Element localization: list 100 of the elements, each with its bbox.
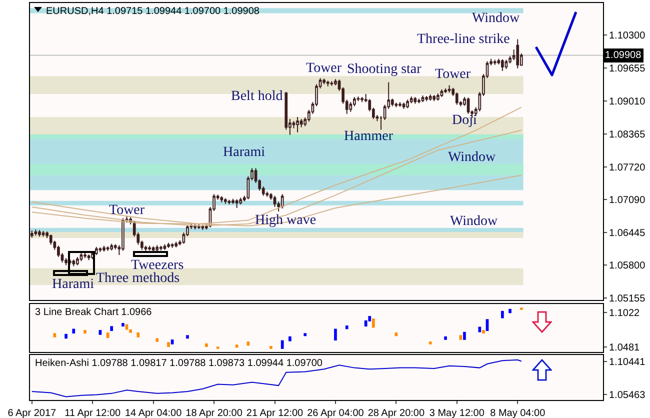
annotation: Three methods <box>96 271 180 286</box>
x-tick-label: 3 May 12:00 <box>429 408 485 418</box>
x-tick-label: 14 Apr 04:00 <box>124 408 182 418</box>
y-tick-label: 1.05155 <box>609 294 646 305</box>
candlestick <box>360 96 364 103</box>
candlestick <box>428 341 432 344</box>
candlestick <box>421 95 424 103</box>
candlestick <box>170 242 174 248</box>
candlestick <box>84 252 86 259</box>
candlestick <box>42 230 45 238</box>
candlestick <box>167 342 170 347</box>
candlestick <box>444 88 447 94</box>
candlestick <box>448 84 451 93</box>
candlestick <box>345 326 348 330</box>
candlestick <box>501 310 504 318</box>
candlestick <box>493 59 496 66</box>
candlestick <box>235 198 238 208</box>
candlestick <box>152 246 155 252</box>
candlestick <box>364 320 368 327</box>
annotation: Three-line strike <box>417 32 510 47</box>
y-tick-label: 1.09655 <box>609 64 646 75</box>
annotation: Tower <box>306 61 342 76</box>
y-tick-label: 1.08365 <box>609 130 646 141</box>
candlestick <box>106 246 110 252</box>
candlestick <box>122 322 124 327</box>
x-tick-label: 8 May 04:00 <box>490 408 546 418</box>
candlestick <box>288 336 292 342</box>
x-tick-label: 6 Apr 2017 <box>8 408 57 418</box>
candlestick <box>478 326 482 332</box>
candlestick <box>270 346 272 349</box>
candlestick <box>34 228 38 236</box>
candlestick <box>322 78 326 85</box>
candlestick <box>170 340 174 344</box>
annotation: Doji <box>452 113 477 128</box>
candlestick <box>110 243 114 251</box>
candlestick <box>372 318 375 328</box>
candlestick <box>159 245 162 251</box>
candlestick <box>406 99 409 109</box>
annotation: Harami <box>52 277 94 292</box>
candlestick <box>201 224 204 230</box>
candlestick <box>463 332 466 340</box>
y-tick-label: 1.0481 <box>609 342 640 354</box>
candlestick <box>440 88 444 98</box>
line-series <box>31 359 522 398</box>
candlestick <box>220 196 224 203</box>
candlestick <box>455 92 458 106</box>
annotation: Window <box>450 214 499 229</box>
candlestick <box>72 259 76 267</box>
candlestick <box>110 326 114 331</box>
candlestick <box>334 328 337 341</box>
candlestick <box>228 199 231 205</box>
candlestick <box>504 59 508 70</box>
candlestick <box>436 92 440 102</box>
candlestick <box>280 340 284 349</box>
candlestick <box>84 330 86 334</box>
candlestick <box>30 230 34 238</box>
candlestick <box>482 330 485 334</box>
candlestick <box>459 335 462 340</box>
candlestick <box>122 218 124 252</box>
candlestick <box>174 241 178 248</box>
chart-title: EURUSD,H4 1.09715 1.09944 1.09700 1.09908 <box>46 6 260 17</box>
candlestick <box>232 198 234 204</box>
y-tick-label: 1.05800 <box>609 260 646 272</box>
candlestick <box>304 333 307 336</box>
candlestick <box>98 330 102 335</box>
candlestick <box>156 244 159 252</box>
candlestick <box>330 80 334 86</box>
annotation: Tweezers <box>131 258 184 273</box>
x-tick-label: 26 Apr 04:00 <box>307 408 364 418</box>
chart-title: 3 Line Break Chart 1.0966 <box>35 307 152 318</box>
candlestick <box>235 344 238 348</box>
y-tick-label: 1.07090 <box>609 194 646 206</box>
x-tick-label: 21 Apr 12:00 <box>246 408 304 418</box>
x-tick-label: 18 Apr 20:00 <box>186 408 243 418</box>
candlestick <box>94 246 98 256</box>
y-tick-label: 1.07720 <box>609 162 646 174</box>
annotation: Shooting star <box>347 62 422 77</box>
candlestick <box>87 254 90 261</box>
y-tick-label: 1.1022 <box>609 308 640 319</box>
annotation: Tower <box>435 67 471 82</box>
candlestick <box>72 328 76 334</box>
x-tick-label: 28 Apr 20:00 <box>368 408 425 418</box>
candlestick <box>224 198 227 204</box>
candlestick <box>102 245 106 252</box>
ref-line-label: 1.09908 <box>605 50 642 61</box>
annotation: Window <box>472 11 521 26</box>
candlestick <box>444 336 447 340</box>
annotation: Belt hold <box>231 89 283 104</box>
candlestick <box>64 334 68 339</box>
chart-title: Heiken-Ashi 1.09788 1.09817 1.09788 1.09873 1.09944 1.09700 <box>35 358 323 369</box>
candlestick <box>501 58 504 72</box>
candlestick <box>38 229 41 238</box>
candlestick <box>402 102 406 110</box>
candlestick <box>398 102 402 108</box>
candlestick <box>296 116 299 133</box>
annotation: Harami <box>223 145 266 160</box>
candlestick <box>136 332 140 338</box>
y-tick-label: 1.10300 <box>609 30 646 42</box>
y-tick-label: 1.06445 <box>609 228 646 239</box>
candlestick <box>418 98 420 104</box>
